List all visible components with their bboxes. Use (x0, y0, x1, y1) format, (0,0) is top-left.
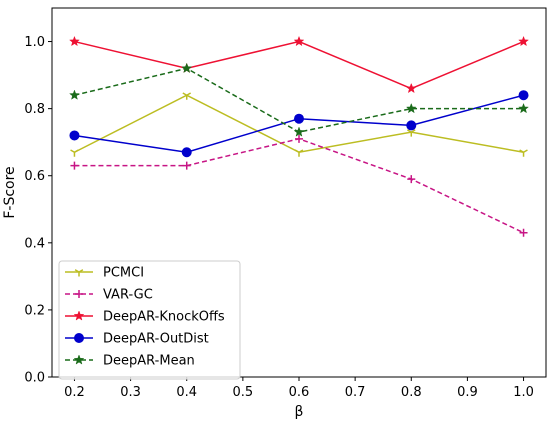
series-1 (70, 134, 528, 237)
data-point (182, 161, 191, 170)
legend-marker (73, 354, 85, 365)
legend-marker (75, 290, 83, 298)
data-point (519, 228, 528, 237)
data-point (69, 130, 80, 141)
data-point (69, 35, 80, 47)
data-point (69, 89, 80, 100)
legend-label: VAR-GC (103, 288, 153, 303)
data-point (406, 120, 417, 131)
x-tick-label: 0.2 (64, 385, 85, 400)
legend-marker (74, 269, 84, 277)
series-line (74, 94, 524, 154)
data-point (182, 92, 192, 100)
series-3 (69, 90, 529, 158)
data-point (405, 82, 417, 94)
y-axis: 0.0 0.2 0.4 0.6 0.8 1.0 (24, 35, 52, 386)
x-tick-label: 0.7 (345, 385, 366, 400)
legend-box (58, 260, 241, 380)
series-line (74, 94, 524, 154)
legend-label: DeepAR-KnockOffs (103, 310, 225, 325)
legend-label: DeepAR-Mean (103, 354, 195, 369)
data-point (181, 62, 193, 74)
y-tick-label: 0.8 (24, 102, 45, 117)
data-point (293, 126, 305, 137)
legend-marker (73, 310, 85, 321)
data-point (519, 149, 528, 157)
legend-entry: DeepAR-OutDist (65, 332, 209, 347)
legend-entry: DeepAR-KnockOffs (65, 310, 225, 325)
data-point (294, 149, 304, 157)
x-axis: 0.2 0.3 0.4 0.5 0.6 0.7 0.8 0.9 1.0 (64, 377, 534, 400)
legend-label: PCMCI (103, 266, 144, 281)
legend: PCMCI VAR-GC DeepAR-KnockOffs DeepAR-OutDis… (58, 260, 241, 380)
legend-entry: PCMCI (65, 266, 144, 281)
x-tick-label: 0.5 (233, 385, 254, 400)
x-axis-label: β (295, 404, 304, 420)
data-point (407, 175, 416, 184)
legend-entry: VAR-GC (65, 288, 153, 303)
x-tick-label: 0.3 (120, 385, 141, 400)
data-point (295, 134, 303, 143)
legend-label: DeepAR-OutDist (103, 332, 209, 347)
x-tick-label: 0.8 (401, 385, 422, 400)
y-tick-label: 0.4 (24, 236, 45, 251)
y-tick-label: 1.0 (24, 35, 45, 50)
data-point (518, 102, 529, 114)
data-point (293, 35, 305, 47)
data-point (70, 149, 79, 157)
y-tick-label: 0.0 (24, 371, 45, 386)
x-tick-label: 0.4 (176, 385, 197, 400)
y-tick-label: 0.6 (24, 169, 45, 184)
y-tick-label: 0.2 (24, 303, 45, 318)
legend-marker (74, 333, 84, 343)
x-tick-label: 0.9 (457, 385, 478, 400)
legend-entry: DeepAR-Mean (65, 354, 195, 369)
series-0 (70, 92, 528, 157)
data-point (518, 90, 529, 101)
series-4 (69, 62, 529, 137)
data-point (70, 161, 79, 170)
data-point (181, 147, 192, 158)
series-line (74, 40, 524, 90)
data-point (518, 35, 529, 47)
data-point (294, 113, 304, 124)
data-point (406, 129, 416, 137)
series-2 (69, 35, 529, 94)
x-tick-label: 0.6 (289, 385, 310, 400)
data-point (405, 102, 417, 114)
y-axis-label: F-Score (2, 166, 18, 218)
plot-area (69, 35, 529, 237)
x-tick-label: 1.0 (513, 385, 534, 400)
